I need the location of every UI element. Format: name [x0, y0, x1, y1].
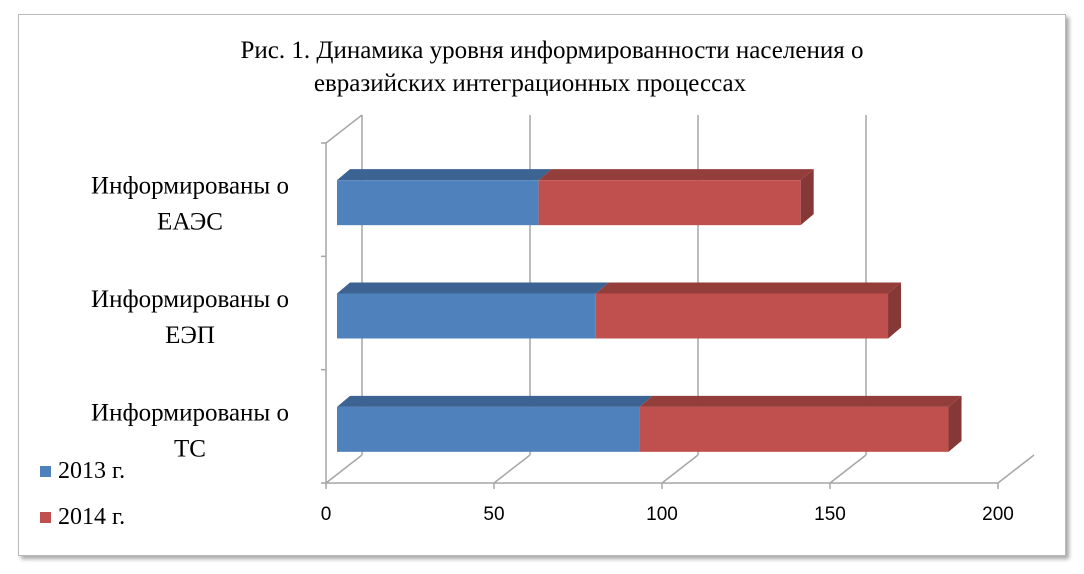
category-label: Информированы о [91, 399, 289, 426]
bar-2014 [538, 180, 801, 226]
bar-2013 [337, 293, 596, 339]
bar-top-2013 [337, 282, 609, 294]
bar-2014 [595, 293, 889, 339]
chart-title-line-1: Рис. 1. Динамика уровня информированност… [241, 37, 864, 64]
bar-side [948, 395, 962, 452]
floor-gridline [997, 454, 1035, 484]
legend-label: 2013 г. [58, 458, 125, 484]
category-label: ТС [174, 435, 206, 462]
bar-top-2013 [337, 169, 552, 181]
legend-swatch [40, 512, 51, 523]
bar-2013 [337, 406, 640, 452]
x-tick-label: 200 [982, 504, 1014, 525]
bar-top-2013 [337, 395, 653, 407]
bar-2014 [639, 406, 949, 452]
bar-top-2014 [639, 395, 962, 407]
floor-gridline [829, 454, 867, 484]
x-tick-label: 150 [814, 504, 846, 525]
floor-gridline [493, 454, 531, 484]
chart-title-line-2: евразийских интеграционных процессах [314, 70, 747, 97]
bar-top-2014 [595, 282, 902, 294]
x-tick-label: 50 [483, 504, 504, 525]
category-label: Информированы о [91, 286, 289, 313]
category-label: ЕАЭС [157, 209, 223, 236]
x-tick-label: 100 [646, 504, 678, 525]
legend-label: 2014 г. [58, 504, 125, 530]
bar-side [888, 282, 902, 339]
wall-top-edge [325, 114, 363, 144]
legend-swatch [40, 466, 51, 477]
category-label: ЕЭП [165, 322, 215, 349]
floor-gridline [325, 454, 363, 484]
bar-side [800, 169, 814, 226]
category-label: Информированы о [91, 173, 289, 200]
x-tick-label: 0 [321, 504, 332, 525]
floor-gridline [661, 454, 699, 484]
bar-2013 [337, 180, 539, 226]
bar-top-2014 [538, 169, 814, 181]
